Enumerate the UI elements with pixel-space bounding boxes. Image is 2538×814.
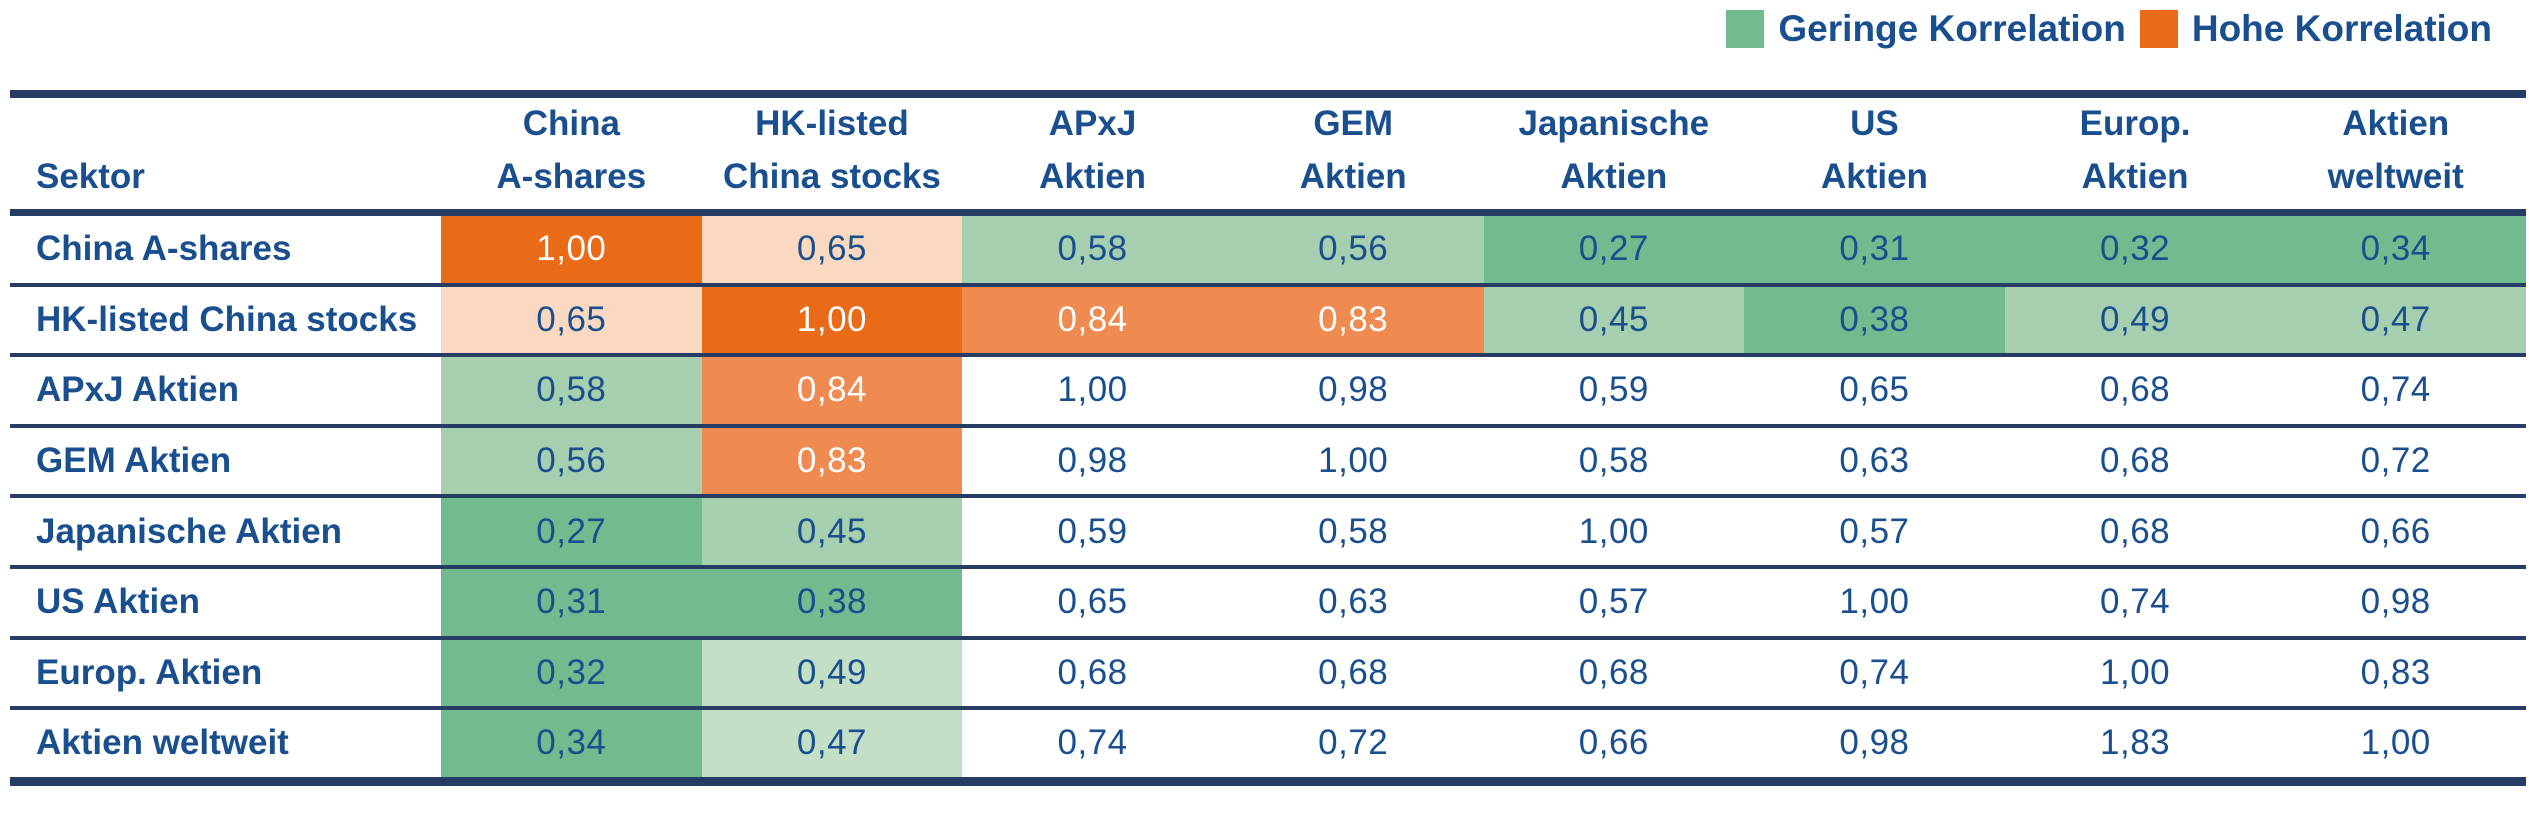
matrix-cell: 0,27 [441,498,702,565]
matrix-cell: 0,63 [1744,427,2005,495]
matrix-cell: 0,45 [1483,286,1745,354]
matrix-cell: 0,49 [701,639,963,707]
high-correlation-swatch-icon [2139,10,2178,48]
row-label: Europ. Aktien [10,639,441,707]
matrix-cell: 0,31 [1744,216,2005,283]
matrix-cell: 0,34 [441,710,702,777]
matrix-cell: 0,98 [1222,357,1484,424]
row-label: Japanische Aktien [10,498,441,565]
matrix-cell: 0,57 [1483,568,1745,636]
matrix-cell: 0,58 [962,216,1223,283]
matrix-cell: 0,59 [962,498,1223,565]
matrix-cell: 0,58 [441,357,702,424]
matrix-cell: 0,68 [2004,357,2266,424]
table-row: Japanische Aktien 0,27 0,45 0,59 0,58 1,00 0,5… [10,498,2526,569]
matrix-cell: 0,65 [701,216,963,283]
matrix-cell: 0,65 [1744,357,2005,424]
table-row: Europ. Aktien 0,32 0,49 0,68 0,68 0,68 0,74 1,0… [10,639,2526,711]
matrix-cell: 0,27 [1483,216,1745,283]
column-header: APxJ Aktien [1039,104,1147,196]
legend-low-label: Geringe Korrelation [1778,8,2126,49]
matrix-cell: 0,74 [2265,357,2526,424]
row-label: GEM Aktien [10,427,441,495]
matrix-cell: 0,38 [701,568,963,636]
matrix-cell: 0,74 [2004,568,2266,636]
matrix-cell: 0,72 [1222,710,1484,777]
matrix-cell: 0,32 [441,639,702,707]
matrix-cell: 1,00 [701,286,963,354]
matrix-cell: 0,31 [441,568,702,636]
matrix-cell: 0,83 [1222,286,1484,354]
low-correlation-swatch-icon [1726,10,1765,48]
matrix-cell: 0,66 [2265,498,2526,565]
header-row: Sektor China A-shares HK-listed China stock… [10,98,2526,216]
row-label: HK-listed China stocks [10,286,441,354]
row-label: China A-shares [10,216,441,283]
matrix-cell: 0,58 [1483,427,1745,495]
legend-item-low: Geringe Korrelation [1726,8,2126,50]
legend-item-high: Hohe Korrelation [2139,8,2492,50]
matrix-cell: 0,47 [701,710,963,777]
matrix-cell: 0,65 [962,568,1223,636]
matrix-cell: 0,49 [2004,286,2266,354]
matrix-cell: 0,45 [701,498,963,565]
matrix-cell: 1,00 [2004,639,2266,707]
table-row: Aktien weltweit 0,34 0,47 0,74 0,72 0,66 0,98 1… [10,710,2526,777]
column-header: Aktien weltweit [2327,104,2464,196]
matrix-cell: 0,74 [962,710,1223,777]
row-label: APxJ Aktien [10,357,441,424]
matrix-cell: 0,56 [1222,216,1484,283]
matrix-cell: 1,00 [1744,568,2005,636]
legend-high-label: Hohe Korrelation [2191,8,2492,49]
matrix-cell: 1,00 [962,357,1223,424]
corner-header: Sektor [36,156,145,196]
matrix-cell: 0,34 [2265,216,2526,283]
matrix-cell: 0,58 [1222,498,1484,565]
matrix-cell: 0,68 [2004,427,2266,495]
column-header: HK-listed China stocks [723,104,941,196]
matrix-cell: 0,74 [1744,639,2005,707]
table-row: HK-listed China stocks 0,65 1,00 0,84 0,83 0,… [10,286,2526,358]
matrix-cell: 0,84 [701,357,963,424]
correlation-legend: Geringe Korrelation Hohe Korrelation [1726,8,2492,50]
row-label: US Aktien [10,568,441,636]
table-row: APxJ Aktien 0,58 0,84 1,00 0,98 0,59 0,65 0,68 0… [10,357,2526,428]
matrix-cell: 1,00 [1483,498,1745,565]
matrix-cell: 0,68 [1222,639,1484,707]
column-header: GEM Aktien [1299,104,1407,196]
correlation-matrix-table: Sektor China A-shares HK-listed China stock… [10,90,2526,786]
matrix-cell: 0,65 [441,286,702,354]
matrix-cell: 0,84 [962,286,1223,354]
matrix-cell: 0,59 [1483,357,1745,424]
column-header: Europ. Aktien [2079,104,2191,196]
row-label: Aktien weltweit [10,710,441,777]
matrix-cell: 0,68 [1483,639,1745,707]
matrix-cell: 0,83 [2265,639,2526,707]
matrix-cell: 0,98 [2265,568,2526,636]
table-row: China A-shares 1,00 0,65 0,58 0,56 0,27 0,31 0,… [10,216,2526,287]
matrix-cell: 1,00 [441,216,702,283]
column-header: Japanische Aktien [1518,104,1710,196]
matrix-body: China A-shares 1,00 0,65 0,58 0,56 0,27 0,31 0,… [10,216,2526,777]
matrix-cell: 0,68 [962,639,1223,707]
matrix-cell: 0,68 [2004,498,2266,565]
matrix-cell: 0,57 [1744,498,2005,565]
column-header: US Aktien [1820,104,1928,196]
matrix-cell: 0,63 [1222,568,1484,636]
column-header: China A-shares [496,104,647,196]
table-row: GEM Aktien 0,56 0,83 0,98 1,00 0,58 0,63 0,68 0,… [10,427,2526,499]
matrix-cell: 0,98 [1744,710,2005,777]
matrix-cell: 0,56 [441,427,702,495]
table-row: US Aktien 0,31 0,38 0,65 0,63 0,57 1,00 0,74 0,9… [10,568,2526,640]
matrix-cell: 1,00 [1222,427,1484,495]
matrix-cell: 0,83 [701,427,963,495]
matrix-cell: 0,98 [962,427,1223,495]
matrix-cell: 0,32 [2004,216,2266,283]
matrix-cell: 1,00 [2265,710,2526,777]
matrix-cell: 1,83 [2004,710,2266,777]
matrix-cell: 0,72 [2265,427,2526,495]
matrix-cell: 0,47 [2265,286,2526,354]
matrix-cell: 0,38 [1744,286,2005,354]
matrix-cell: 0,66 [1483,710,1745,777]
